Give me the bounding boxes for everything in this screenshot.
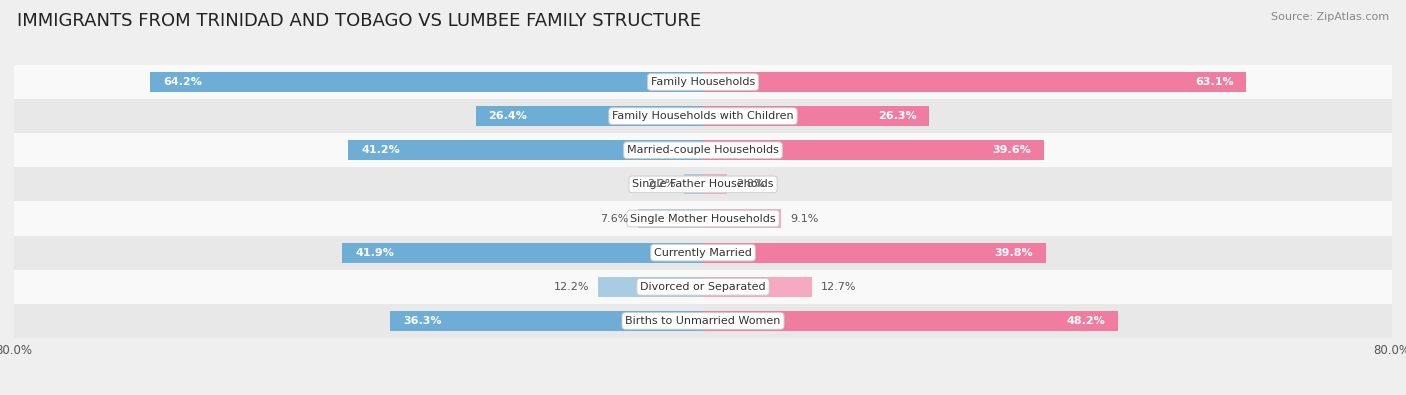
- Bar: [342, 243, 703, 263]
- Text: Single Father Households: Single Father Households: [633, 179, 773, 189]
- Bar: [6, 304, 1400, 338]
- Text: 2.2%: 2.2%: [647, 179, 675, 189]
- Text: Births to Unmarried Women: Births to Unmarried Women: [626, 316, 780, 326]
- Bar: [6, 235, 1400, 270]
- Bar: [475, 106, 703, 126]
- Bar: [6, 270, 1400, 304]
- Bar: [6, 65, 1400, 99]
- Text: 36.3%: 36.3%: [404, 316, 441, 326]
- Text: Divorced or Separated: Divorced or Separated: [640, 282, 766, 292]
- Text: 39.8%: 39.8%: [994, 248, 1033, 258]
- Text: Single Mother Households: Single Mother Households: [630, 214, 776, 224]
- Bar: [703, 243, 1046, 263]
- Bar: [6, 201, 1400, 235]
- Text: 48.2%: 48.2%: [1066, 316, 1105, 326]
- Bar: [150, 72, 703, 92]
- Text: Family Households with Children: Family Households with Children: [612, 111, 794, 121]
- Bar: [703, 140, 1045, 160]
- Bar: [6, 167, 1400, 201]
- Bar: [703, 175, 727, 194]
- Text: 39.6%: 39.6%: [993, 145, 1031, 155]
- Text: 26.3%: 26.3%: [877, 111, 917, 121]
- Bar: [637, 209, 703, 228]
- Bar: [703, 72, 1246, 92]
- Bar: [6, 133, 1400, 167]
- Text: 63.1%: 63.1%: [1195, 77, 1233, 87]
- Text: IMMIGRANTS FROM TRINIDAD AND TOBAGO VS LUMBEE FAMILY STRUCTURE: IMMIGRANTS FROM TRINIDAD AND TOBAGO VS L…: [17, 12, 702, 30]
- Text: Family Households: Family Households: [651, 77, 755, 87]
- Bar: [703, 277, 813, 297]
- Text: 7.6%: 7.6%: [600, 214, 628, 224]
- Bar: [349, 140, 703, 160]
- Text: 12.7%: 12.7%: [821, 282, 856, 292]
- Bar: [391, 311, 703, 331]
- Text: Currently Married: Currently Married: [654, 248, 752, 258]
- Text: Source: ZipAtlas.com: Source: ZipAtlas.com: [1271, 12, 1389, 22]
- Text: 26.4%: 26.4%: [488, 111, 527, 121]
- Text: 9.1%: 9.1%: [790, 214, 818, 224]
- Bar: [685, 175, 703, 194]
- Bar: [598, 277, 703, 297]
- Text: 12.2%: 12.2%: [554, 282, 589, 292]
- Text: 41.9%: 41.9%: [356, 248, 394, 258]
- Text: Married-couple Households: Married-couple Households: [627, 145, 779, 155]
- Bar: [703, 209, 782, 228]
- Bar: [703, 106, 929, 126]
- Bar: [703, 311, 1118, 331]
- Text: 64.2%: 64.2%: [163, 77, 202, 87]
- Text: 2.8%: 2.8%: [735, 179, 765, 189]
- Text: 41.2%: 41.2%: [361, 145, 399, 155]
- Bar: [6, 99, 1400, 133]
